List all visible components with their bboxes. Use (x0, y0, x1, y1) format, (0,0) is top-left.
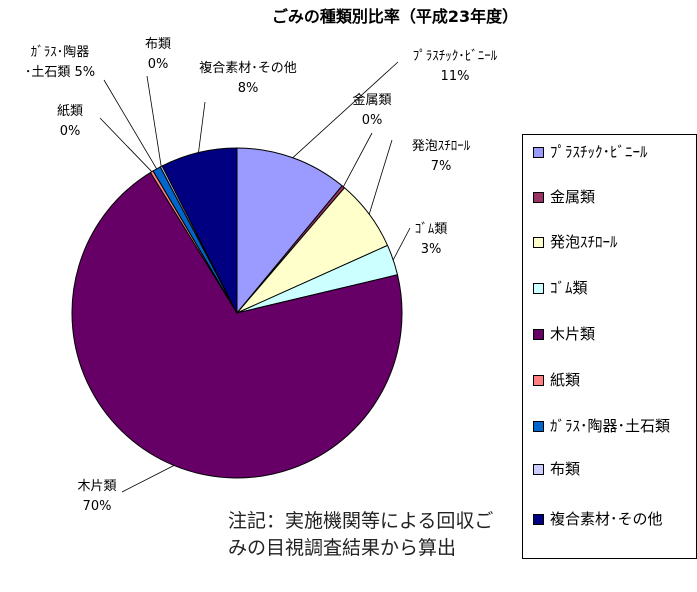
pie-slices (71, 147, 403, 479)
legend-swatch (533, 147, 544, 158)
slice-label-name: 複合素材･その他 (199, 60, 297, 76)
legend: ﾌﾟﾗｽﾁｯｸ･ﾋﾞﾆｰﾙ 金属類 発泡ｽﾁﾛｰﾙ ｺﾞﾑ類 木片類 紙類 ｶﾞ… (522, 134, 697, 559)
leader-line (103, 79, 158, 170)
slice-label-percent: 0% (60, 124, 81, 139)
legend-swatch (533, 192, 544, 203)
leader-line (368, 139, 393, 215)
slice-label-percent: 0% (148, 57, 169, 72)
legend-label: 紙類 (550, 371, 581, 389)
leader-line (198, 101, 206, 153)
legend-label: 布類 (550, 460, 581, 478)
leader-line (292, 61, 399, 158)
slice-label-name: ﾌﾟﾗｽﾁｯｸ･ﾋﾞﾆｰﾙ (413, 49, 498, 64)
legend-swatch (533, 514, 544, 525)
slice-label-name: 布類 (145, 37, 171, 52)
leader-line (342, 132, 373, 187)
legend-label: 複合素材･その他 (550, 510, 663, 528)
legend-swatch (533, 375, 544, 386)
legend-swatch (533, 464, 544, 475)
slice-label-percent: 70% (83, 499, 112, 514)
slice-label-percent: 3% (421, 242, 442, 257)
legend-swatch (533, 329, 544, 340)
chart-title: ごみの種類別比率（平成23年度） (272, 7, 518, 26)
slice-label-name: 金属類 (352, 92, 391, 108)
leader-lines (99, 61, 411, 493)
slice-label-name: 紙類 (57, 104, 83, 119)
pie-slice (236, 147, 343, 315)
pie-slice (161, 147, 238, 314)
pie-slice (71, 171, 403, 479)
slice-label-percent: 11% (441, 69, 470, 84)
legend-swatch (533, 237, 544, 248)
legend-swatch (533, 421, 544, 432)
legend-label: ｺﾞﾑ類 (550, 279, 588, 297)
legend-swatch (533, 283, 544, 294)
leader-line (121, 465, 175, 493)
slice-label-percent: 0% (362, 113, 383, 128)
footnote: 注記：実施機関等による回収ごみの目視調査結果から算出 (228, 510, 494, 559)
leader-line (392, 227, 411, 261)
leader-line (146, 75, 162, 167)
slice-labels: ﾌﾟﾗｽﾁｯｸ･ﾋﾞﾆｰﾙ 11% 金属類 0% 発泡ｽﾁﾛｰﾙ 7% ｺﾞﾑ類 3% 木片類 7… (25, 37, 498, 514)
legend-label: 木片類 (550, 325, 596, 343)
leader-line (99, 117, 153, 172)
slice-label-name: 木片類 (77, 479, 116, 494)
legend-label: 発泡ｽﾁﾛｰﾙ (550, 233, 618, 251)
legend-label: ﾌﾟﾗｽﾁｯｸ･ﾋﾞﾆｰﾙ (550, 143, 648, 161)
slice-label-name: ｺﾞﾑ類 (415, 222, 448, 237)
slice-label-name: ｶﾞﾗｽ･陶器 (31, 44, 90, 60)
slice-label-percent: 8% (238, 81, 259, 96)
legend-label: ｶﾞﾗｽ･陶器･土石類 (550, 417, 671, 435)
slice-label-percent: 7% (431, 159, 452, 174)
slice-label-name: 発泡ｽﾁﾛｰﾙ (412, 139, 471, 154)
slice-label-percent: ･土石類 5% (25, 65, 95, 80)
legend-label: 金属類 (550, 188, 596, 206)
